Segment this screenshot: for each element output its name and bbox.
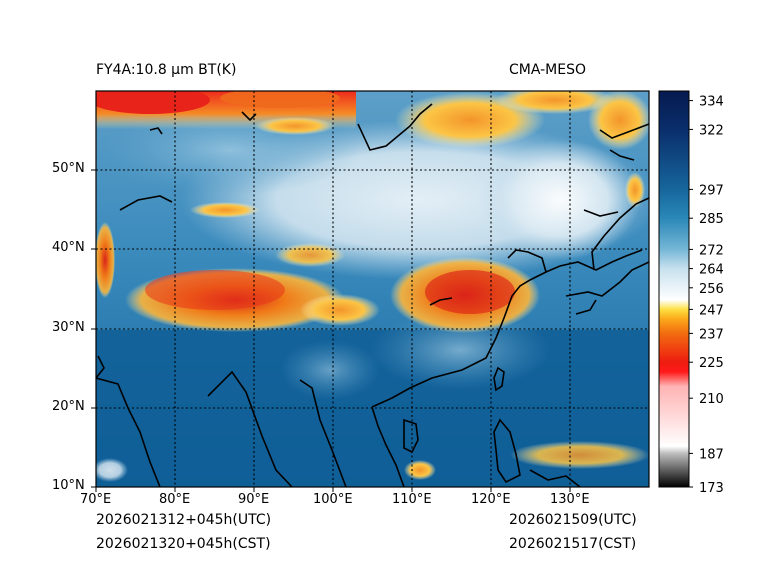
map-frame — [95, 90, 650, 488]
lat-label: 30°N — [52, 320, 85, 335]
colorbar-tick-label: 264 — [699, 263, 724, 278]
colorbar-scale — [658, 90, 690, 488]
colorbar-tick-label: 272 — [699, 243, 724, 258]
colorbar-tick-label: 322 — [699, 123, 724, 138]
lat-label: 20°N — [52, 399, 85, 414]
colorbar-tick-label: 256 — [699, 282, 724, 297]
map-title-right: CMA-MESO — [509, 62, 587, 78]
valid-time-utc: 2026021509(UTC) — [509, 512, 637, 528]
colorbar-tick-label: 237 — [699, 327, 724, 342]
lon-label: 70°E — [80, 492, 112, 507]
lat-label: 10°N — [52, 478, 85, 493]
colorbar-tick-label: 210 — [699, 392, 724, 407]
colorbar-tick-label: 334 — [699, 95, 724, 110]
lat-label: 50°N — [52, 161, 85, 176]
init-time-utc: 2026021312+045h(UTC) — [96, 512, 272, 528]
init-time-cst: 2026021320+045h(CST) — [96, 536, 271, 552]
lon-label: 100°E — [313, 492, 353, 507]
colorbar-tick-label: 173 — [699, 481, 724, 496]
colorbar-tick-label: 297 — [699, 183, 724, 198]
colorbar-tick-label: 187 — [699, 447, 724, 462]
lon-label: 80°E — [159, 492, 191, 507]
colorbar-tick-label: 225 — [699, 356, 724, 371]
colorbar-tick-label: 285 — [699, 212, 724, 227]
graticule — [96, 91, 649, 487]
lon-label: 110°E — [392, 492, 432, 507]
valid-time-cst: 2026021517(CST) — [509, 536, 637, 552]
lon-label: 90°E — [238, 492, 270, 507]
colorbar-tick-label: 247 — [699, 303, 724, 318]
map-title-left: FY4A:10.8 µm BT(K) — [96, 62, 237, 78]
lon-label: 120°E — [471, 492, 511, 507]
lat-label: 40°N — [52, 240, 85, 255]
coastlines — [96, 103, 649, 487]
lon-label: 130°E — [550, 492, 590, 507]
